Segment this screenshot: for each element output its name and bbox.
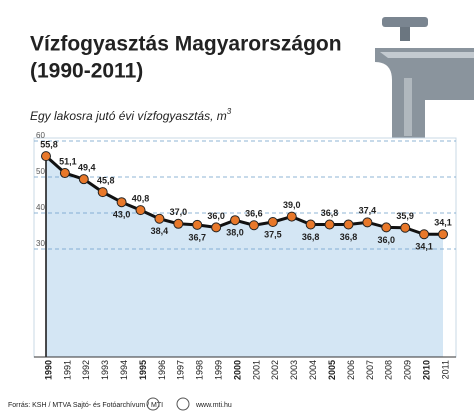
website: www.mti.hu bbox=[195, 402, 232, 409]
value-label: 37,0 bbox=[170, 207, 188, 217]
x-tick-label: 2007 bbox=[365, 360, 375, 380]
subtitle-exponent: 3 bbox=[227, 107, 232, 116]
logo bbox=[146, 397, 160, 411]
data-point bbox=[324, 219, 335, 230]
x-tick-label: 1999 bbox=[214, 360, 224, 380]
value-label: 35,9 bbox=[396, 211, 414, 221]
x-tick-label: 2001 bbox=[251, 360, 261, 380]
x-tick-label: 1998 bbox=[195, 360, 205, 380]
data-point bbox=[135, 205, 146, 216]
x-tick-label: 2006 bbox=[346, 360, 356, 380]
value-label: 34,1 bbox=[415, 242, 433, 252]
x-tick-label: 2000 bbox=[232, 360, 242, 380]
x-tick-label: 2011 bbox=[440, 360, 450, 379]
x-tick-label: 2008 bbox=[384, 360, 394, 380]
x-tick-label: 1992 bbox=[81, 360, 91, 380]
y-tick-label: 60 bbox=[36, 131, 45, 140]
subtitle-text: Egy lakosra jutó évi vízfogyasztás, m bbox=[30, 109, 227, 123]
value-label: 36,8 bbox=[302, 232, 320, 242]
x-tick-label: 1996 bbox=[157, 360, 167, 380]
data-point bbox=[267, 217, 278, 227]
y-tick-label: 50 bbox=[36, 167, 45, 176]
logo bbox=[176, 397, 190, 411]
data-point bbox=[173, 218, 184, 229]
area bbox=[46, 156, 443, 357]
value-label: 49,4 bbox=[78, 163, 96, 173]
line bbox=[44, 155, 443, 236]
data-point bbox=[286, 211, 297, 222]
data-point bbox=[154, 213, 165, 224]
value-label: 39,0 bbox=[283, 200, 301, 210]
data-point bbox=[211, 222, 222, 233]
value-label: 51,1 bbox=[59, 156, 77, 166]
value-label: 36,0 bbox=[207, 211, 225, 221]
subtitle: Egy lakosra jutó évi vízfogyasztás, m3 bbox=[30, 107, 232, 123]
value-label: 55,8 bbox=[40, 139, 58, 149]
value-label: 37,5 bbox=[264, 229, 282, 239]
x-tick-label: 2004 bbox=[308, 360, 318, 380]
value-label: 36,6 bbox=[245, 209, 263, 219]
data-point bbox=[41, 151, 51, 162]
x-tick-label: 1990 bbox=[43, 360, 53, 380]
x-tick-label: 2002 bbox=[270, 360, 280, 380]
data-point bbox=[381, 222, 392, 233]
x-tick-label: 2010 bbox=[421, 360, 431, 380]
data-point bbox=[230, 215, 241, 226]
y-tick-label: 30 bbox=[36, 239, 45, 248]
x-tick-label: 2003 bbox=[289, 360, 299, 380]
x-tick-label: 1993 bbox=[100, 360, 110, 380]
x-tick-label: 1991 bbox=[62, 360, 72, 380]
value-label: 36,8 bbox=[321, 208, 339, 218]
value-label: 36,0 bbox=[378, 235, 396, 245]
y-tick-label: 40 bbox=[36, 203, 45, 212]
value-label: 43,0 bbox=[113, 210, 131, 220]
value-label: 45,8 bbox=[97, 175, 115, 185]
value-label: 37,4 bbox=[359, 206, 377, 216]
data-point bbox=[248, 220, 259, 231]
data-point bbox=[78, 174, 89, 185]
data-point bbox=[438, 229, 448, 240]
data-point bbox=[97, 187, 108, 198]
value-label: 36,7 bbox=[188, 232, 206, 242]
value-label: 38,0 bbox=[226, 228, 244, 238]
data-point bbox=[305, 219, 316, 230]
data-point bbox=[343, 219, 354, 230]
data-point bbox=[59, 168, 70, 179]
value-label: 36,8 bbox=[340, 232, 358, 242]
x-tick-label: 1995 bbox=[138, 360, 148, 380]
data-point bbox=[419, 229, 430, 240]
data-point bbox=[192, 219, 203, 230]
data-point bbox=[400, 222, 411, 233]
x-tick-label: 1997 bbox=[176, 360, 186, 380]
chart-title: Vízfogyasztás Magyarországon bbox=[30, 33, 342, 56]
data-point bbox=[116, 197, 127, 208]
x-tick-label: 1994 bbox=[119, 360, 129, 380]
x-tick-label: 2009 bbox=[403, 360, 413, 380]
value-label: 40,8 bbox=[132, 193, 150, 203]
data-point bbox=[362, 217, 373, 228]
x-tick-label: 2005 bbox=[327, 360, 337, 380]
value-label: 38,4 bbox=[151, 226, 169, 236]
value-label: 34,1 bbox=[434, 218, 452, 228]
chart-title-period: (1990-2011) bbox=[30, 60, 143, 83]
source: Forrás: KSH / MTVA Sajtó- és Fotóarchívu… bbox=[8, 402, 163, 409]
